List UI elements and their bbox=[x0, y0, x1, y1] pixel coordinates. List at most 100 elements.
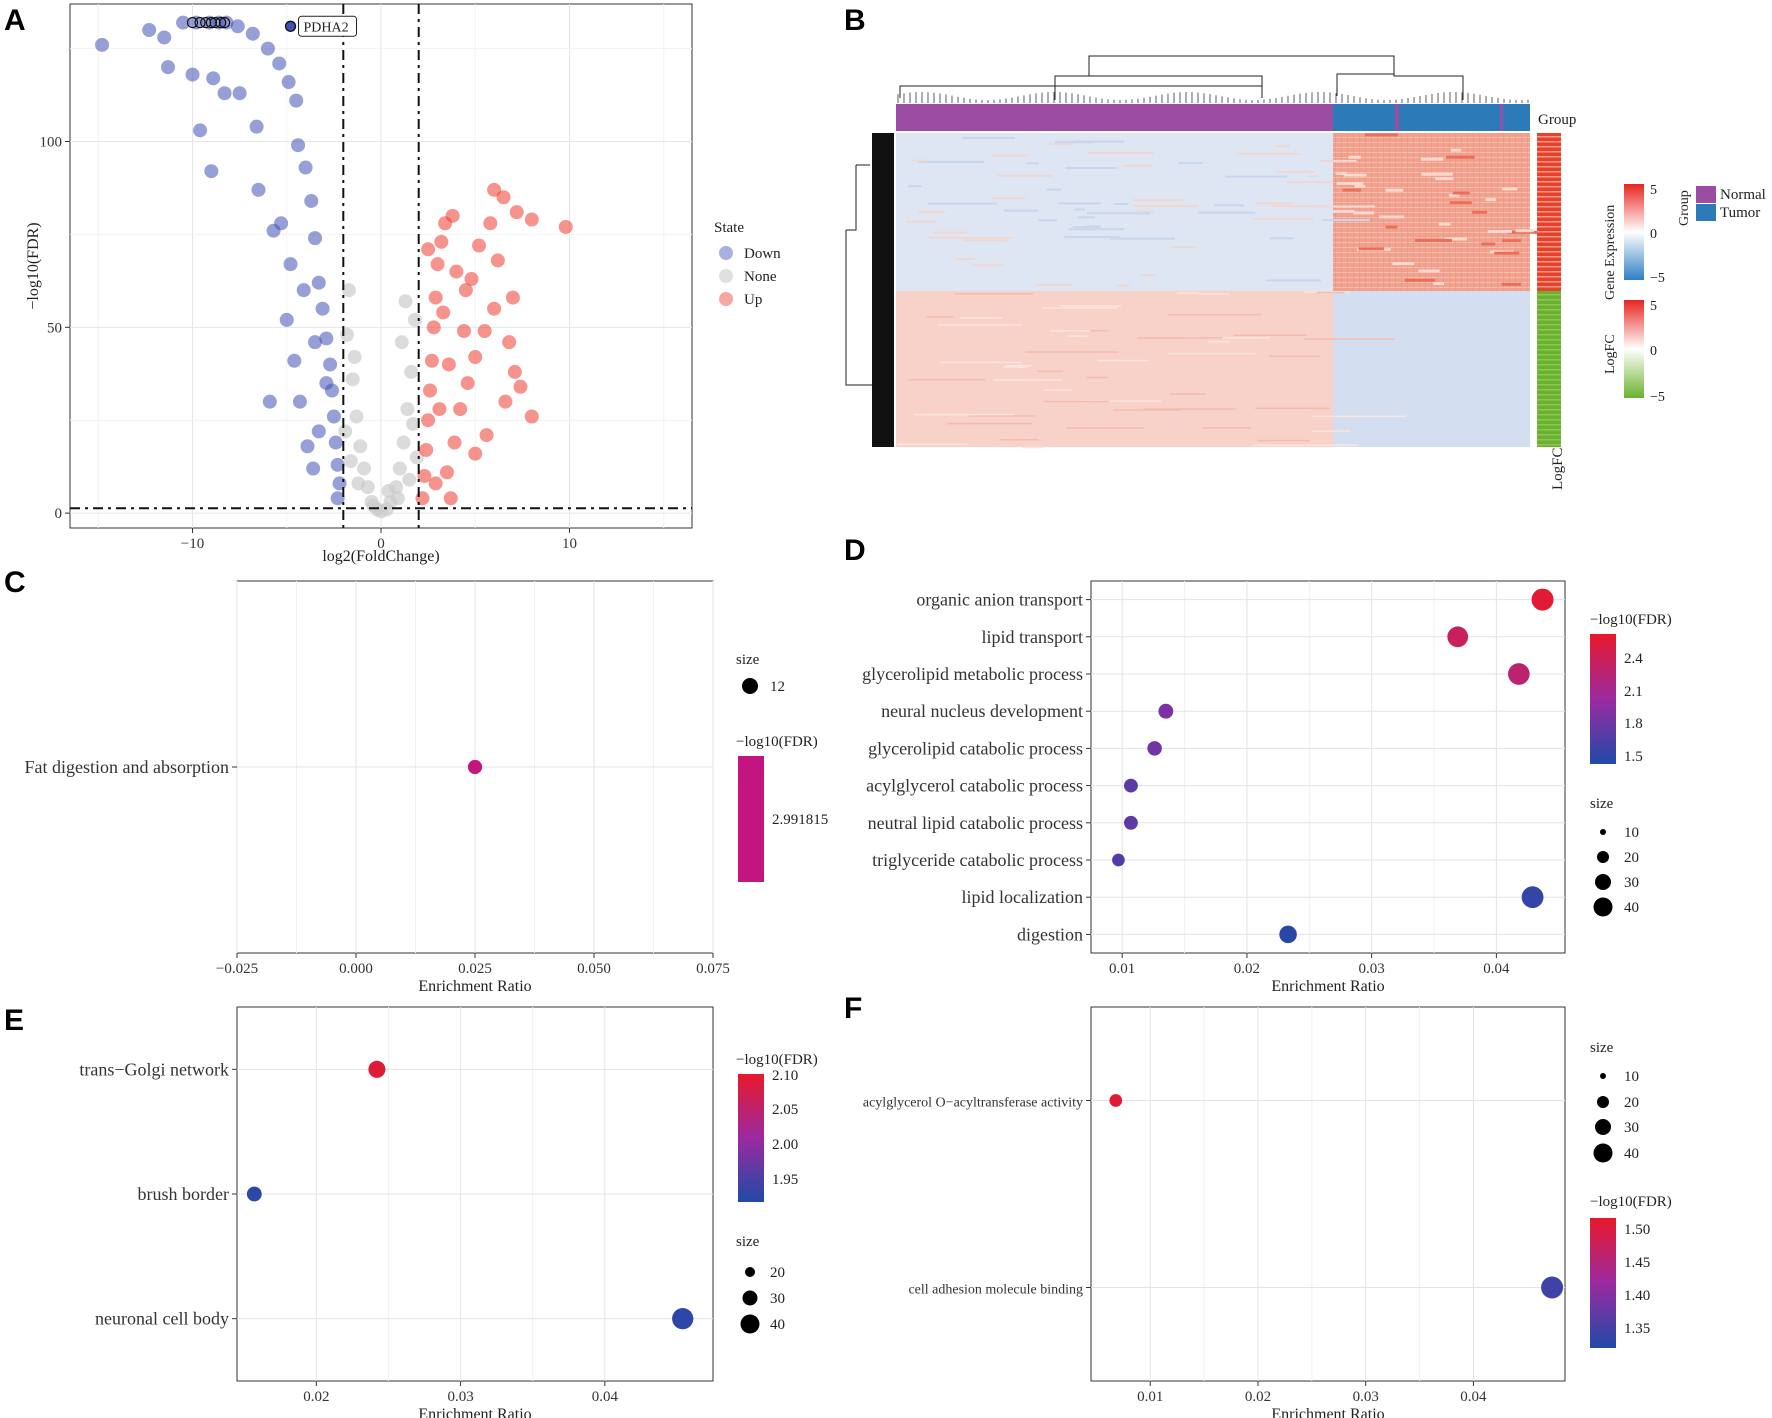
heatmap-noise bbox=[1515, 229, 1534, 233]
heatmap-noise bbox=[1168, 352, 1256, 355]
volcano-point-down bbox=[249, 119, 264, 134]
volcano-point-none bbox=[345, 372, 360, 387]
enrichment-dot bbox=[1109, 1094, 1123, 1107]
heatmap-down-normal bbox=[896, 291, 1333, 447]
logfc-stripe bbox=[1537, 349, 1561, 351]
logfc-stripe bbox=[1537, 444, 1561, 446]
logfc-stripe bbox=[1537, 419, 1561, 421]
x-tick-label: 0.02 bbox=[303, 1389, 329, 1405]
e-color-title: −log10(FDR) bbox=[736, 1052, 818, 1068]
heatmap-noise bbox=[1286, 181, 1333, 184]
category-label: triglyceride catabolic process bbox=[872, 850, 1083, 870]
f-size-key-10 bbox=[1600, 1073, 1606, 1079]
d-color-tick-3: 1.5 bbox=[1624, 749, 1643, 765]
heatmap-up-normal bbox=[896, 133, 1333, 291]
heatmap-noise bbox=[992, 154, 1030, 157]
heatmap-noise bbox=[1304, 338, 1395, 340]
f-color-tick-1: 1.45 bbox=[1624, 1255, 1650, 1271]
heatmap-noise bbox=[947, 422, 1033, 425]
heatmap-noise bbox=[1143, 408, 1236, 410]
volcano-point-up bbox=[558, 219, 573, 234]
heatmap-noise bbox=[954, 257, 975, 260]
logfc-stripe bbox=[1537, 241, 1561, 243]
c-size-label: 12 bbox=[770, 679, 785, 695]
volcano-point-down bbox=[251, 182, 266, 197]
volcano-annotation: PDHA2 bbox=[284, 15, 358, 37]
heatmap-noise bbox=[1168, 313, 1261, 316]
logfc-legend-title: LogFC bbox=[1603, 334, 1618, 374]
volcano-point-down bbox=[206, 71, 221, 86]
logfc-stripe bbox=[1537, 339, 1561, 341]
heatmap-noise bbox=[1487, 230, 1512, 234]
heatmap-noise bbox=[1038, 219, 1058, 222]
heatmap-noise bbox=[1256, 202, 1294, 205]
heatmap-noise bbox=[1364, 133, 1399, 137]
legend-up-label: Up bbox=[744, 292, 762, 308]
x-tick-label: 0.075 bbox=[696, 961, 730, 977]
category-label: neutral lipid catabolic process bbox=[868, 813, 1083, 833]
heatmap-noise bbox=[1059, 305, 1122, 307]
heatmap-noise bbox=[1086, 376, 1108, 379]
lfc-tick-low: −5 bbox=[1650, 390, 1665, 405]
volcano-point-down bbox=[319, 331, 334, 346]
volcano-point-up bbox=[498, 394, 513, 409]
heatmap-noise bbox=[1335, 171, 1348, 175]
volcano-point-none bbox=[400, 402, 415, 417]
logfc-stripe bbox=[1537, 276, 1561, 278]
volcano-point-none bbox=[404, 364, 419, 379]
heatmap-noise bbox=[1336, 181, 1364, 185]
volcano-point-down bbox=[300, 439, 315, 454]
volcano-point-down bbox=[308, 231, 323, 246]
f-size-label-30: 30 bbox=[1624, 1120, 1639, 1136]
heatmap-noise bbox=[1343, 173, 1367, 177]
d-size-key-40 bbox=[1593, 897, 1613, 917]
volcano-points bbox=[95, 15, 573, 519]
volcano-point-up bbox=[513, 379, 528, 394]
panel-label-f: F bbox=[844, 992, 862, 1025]
volcano-point-down bbox=[260, 41, 275, 56]
group-legend-tumor-key bbox=[1696, 204, 1716, 221]
heatmap-noise bbox=[906, 220, 936, 223]
volcano-point-up bbox=[487, 182, 502, 197]
logfc-stripe bbox=[1537, 294, 1561, 296]
c-size-key bbox=[742, 678, 758, 694]
volcano-point-down bbox=[189, 15, 204, 30]
volcano-point-none bbox=[341, 283, 356, 298]
volcano-point-up bbox=[464, 272, 479, 287]
logfc-stripe bbox=[1537, 201, 1561, 203]
volcano-point-up bbox=[496, 190, 511, 205]
logfc-stripe bbox=[1537, 231, 1561, 233]
volcano-point-down bbox=[193, 123, 208, 138]
volcano-point-up bbox=[415, 491, 430, 506]
category-label: lipid localization bbox=[962, 887, 1083, 907]
x-tick-label: 0.04 bbox=[592, 1389, 619, 1405]
heatmap-noise bbox=[1137, 210, 1155, 213]
logfc-stripe bbox=[1537, 186, 1561, 188]
x-tick-label: 0.03 bbox=[1359, 961, 1385, 977]
heatmap-noise bbox=[1122, 164, 1152, 167]
volcano-point-down bbox=[262, 394, 277, 409]
d-size-key-20 bbox=[1597, 851, 1609, 863]
e-size-key-40 bbox=[740, 1314, 760, 1334]
heatmap-noise bbox=[1342, 188, 1362, 192]
heatmap-noise bbox=[1311, 415, 1406, 418]
heatmap-noise bbox=[1316, 444, 1358, 446]
logfc-stripe bbox=[1537, 399, 1561, 401]
volcano-point-down bbox=[328, 435, 343, 450]
volcano-point-up bbox=[507, 364, 522, 379]
volcano-point-none bbox=[357, 461, 372, 476]
logfc-stripe bbox=[1537, 146, 1561, 148]
heatmap-noise bbox=[1077, 216, 1095, 219]
heatmap-noise bbox=[1074, 208, 1085, 211]
category-label: trans−Golgi network bbox=[79, 1059, 229, 1079]
volcano-point-up bbox=[421, 413, 436, 428]
x-tick-label: 10 bbox=[562, 536, 577, 552]
heatmap-noise bbox=[1392, 262, 1415, 266]
heatmap-noise bbox=[959, 317, 1002, 319]
heatmap-noise bbox=[1481, 242, 1496, 246]
d-colorbar bbox=[1590, 634, 1616, 764]
logfc-stripe bbox=[1537, 404, 1561, 406]
volcano-point-down bbox=[230, 19, 245, 34]
x-tick-label: 0.03 bbox=[447, 1389, 473, 1405]
group-legend-normal-key bbox=[1696, 186, 1716, 203]
